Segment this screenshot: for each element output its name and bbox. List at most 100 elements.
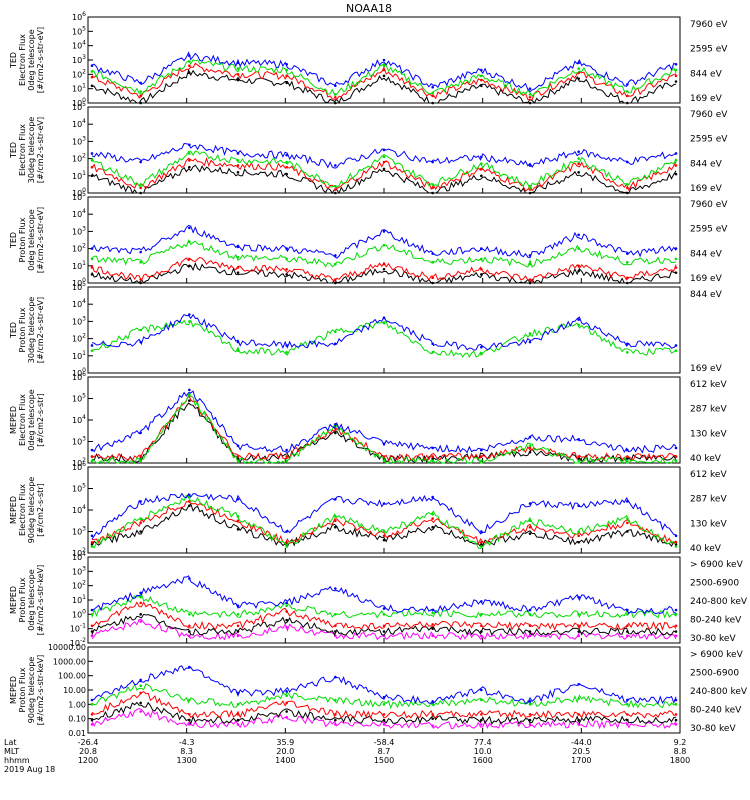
tick-exponent: 3 [82,135,86,142]
data-point [188,577,191,580]
data-point [480,247,483,250]
y-axis-label: 0deg telescope [27,569,36,630]
y-axis-label: TED [9,322,18,339]
data-point [528,340,532,344]
y-axis-label: 0deg telescope [27,209,36,270]
y-tick-label: 100 [72,367,86,378]
tick-exponent: 2 [82,547,86,554]
data-point [577,171,580,174]
data-point [188,613,191,616]
data-point [626,530,629,533]
data-point [334,254,337,257]
data-point [431,455,434,458]
data-point [626,342,629,346]
data-point [285,68,288,72]
data-point [285,604,288,608]
data-point [139,160,142,164]
data-point [285,448,288,452]
data-point [188,665,191,669]
data-point [188,313,191,316]
data-point [236,340,240,344]
data-point [139,684,142,687]
data-point [626,698,629,702]
data-point [528,630,532,633]
data-point [236,245,240,249]
data-point [577,718,580,722]
data-point [90,698,94,702]
y-tick-label: 105 [72,25,86,36]
data-point [139,250,142,254]
data-point [90,174,94,178]
footer-row-label: MLT [4,747,19,756]
figure-title: NOAA18 [346,2,392,15]
data-point [480,84,483,88]
y-axis-label: Electron Flux [18,34,27,86]
y-tick-label: 100 [72,97,86,108]
data-point [382,630,386,633]
panel-frame [87,376,681,464]
data-point [188,723,191,726]
tick-exponent: 4 [82,414,86,421]
data-point [528,93,532,96]
y-tick-label: 104 [72,504,86,515]
data-point [334,519,337,523]
data-point [528,525,532,529]
y-tick-label: 100 [72,277,86,288]
data-point [480,543,483,546]
data-point [382,607,386,610]
tick-exponent: 4 [82,504,86,511]
data-point [626,276,629,280]
y-axis-label: [#/cm2-s-str] [36,393,45,446]
data-point [431,446,434,450]
data-point [528,95,532,99]
data-point [188,264,191,268]
tick-exponent: 5 [82,191,86,198]
data-point [236,266,240,269]
y-tick-label: 0.01 [68,729,86,738]
y-tick-label: 102 [72,333,86,344]
data-point [577,157,580,160]
tick-exponent: 0 [82,187,86,194]
footer-value: 77.4 [474,738,492,747]
tick-exponent: 1 [82,350,86,357]
data-point [480,352,483,356]
data-point [674,172,678,176]
data-point [674,80,678,83]
data-point [285,618,288,622]
data-point [674,247,678,250]
data-point [674,159,678,162]
data-point [577,162,580,166]
data-point [382,502,386,505]
data-point [334,188,337,191]
data-point [334,497,337,501]
data-point [528,191,532,195]
data-point [626,94,629,98]
y-axis-label: 30deg telescope [27,117,36,184]
data-point [188,60,191,63]
legend-entry: 169 eV [690,364,723,374]
y-tick-label: 10-1 [70,623,86,634]
data-point [90,257,94,261]
data-point [334,184,337,188]
data-point [90,459,94,463]
legend-entry: 2500-6900 [690,669,739,679]
data-point [139,94,142,98]
data-point [382,442,386,445]
data-point [577,624,580,628]
tick-exponent: 2 [82,68,86,75]
data-point [285,530,288,533]
footer-value: -58.4 [374,738,395,747]
data-point [674,63,678,66]
data-point [236,271,240,274]
data-point [480,698,483,702]
data-point [188,392,191,396]
data-point [382,68,386,72]
data-point [626,252,629,256]
data-point [626,101,629,105]
tick-exponent: 5 [82,101,86,108]
footer-value: 8.7 [378,747,391,756]
y-axis-label: MEPED [9,406,18,434]
tick-exponent: 4 [82,298,86,305]
data-point [90,64,94,68]
